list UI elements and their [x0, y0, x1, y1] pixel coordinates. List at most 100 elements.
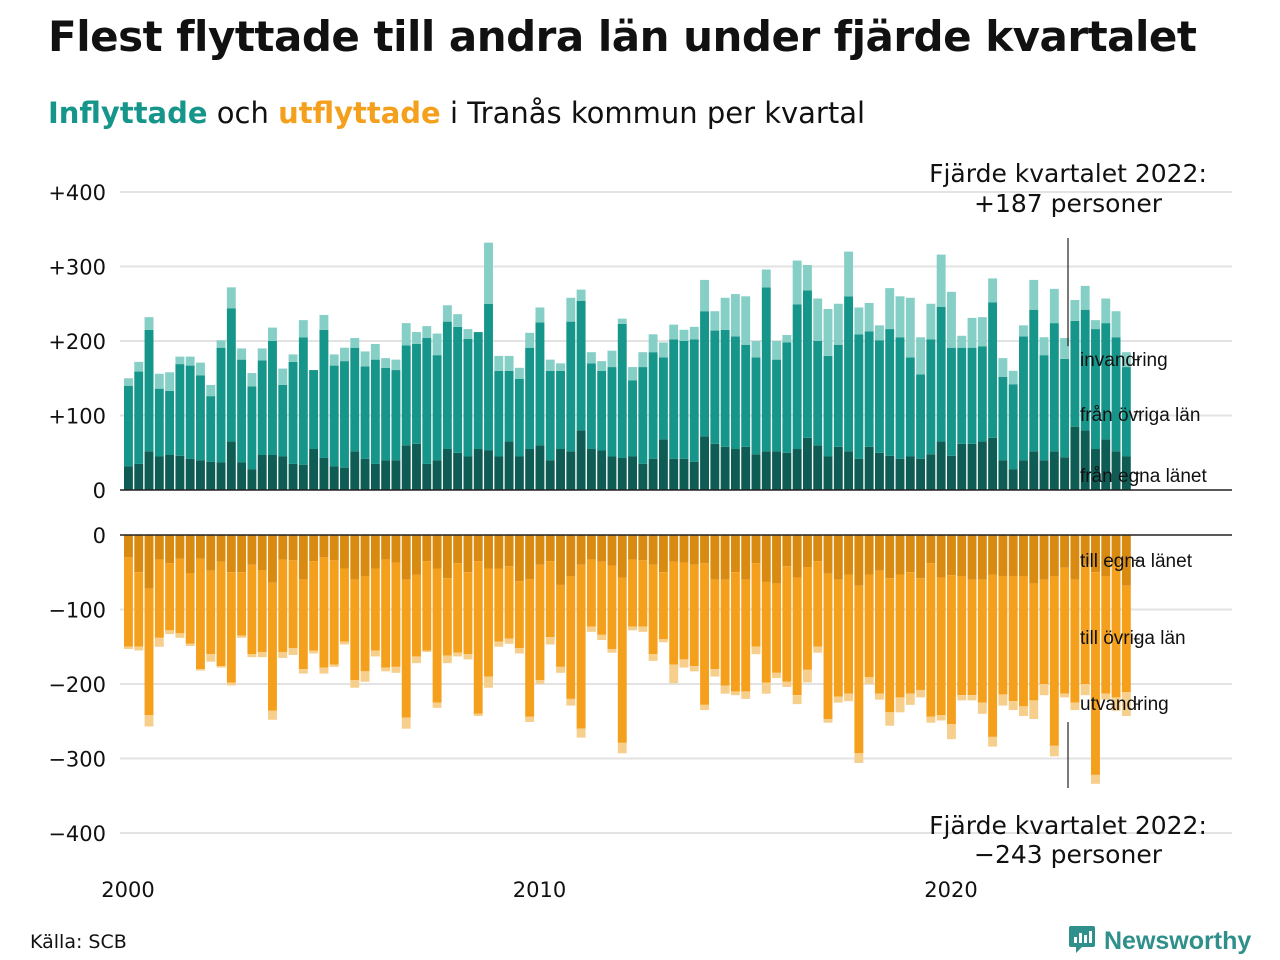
- bar-out-other-counties: [720, 579, 730, 686]
- bar-in-immigration: [556, 363, 565, 371]
- bar-in-immigration: [700, 279, 709, 312]
- bar-out-emigration: [1019, 706, 1028, 717]
- bar-out-emigration: [226, 682, 236, 686]
- bar-out-own-county: [504, 535, 514, 567]
- bar-out-own-county: [1080, 535, 1090, 565]
- bar-in-other-counties: [957, 347, 967, 444]
- bar-in-immigration: [720, 297, 730, 330]
- bar-out-emigration: [720, 685, 730, 694]
- bar-in-other-counties: [874, 340, 884, 453]
- bar-out-own-county: [175, 535, 185, 559]
- bar-in-other-counties: [1049, 323, 1059, 452]
- bar-out-own-county: [689, 535, 699, 565]
- bar-out-emigration: [730, 691, 740, 696]
- bar-out-emigration: [607, 648, 617, 653]
- bar-in-immigration: [535, 307, 545, 323]
- bar-out-other-counties: [988, 574, 998, 737]
- bar-in-own-county: [216, 462, 226, 490]
- bar-out-other-counties: [823, 573, 833, 720]
- bar-out-other-counties: [648, 564, 658, 655]
- bar-in-own-county: [761, 451, 771, 490]
- bar-out-own-county: [813, 535, 823, 562]
- bar-in-own-county: [658, 439, 668, 490]
- bar-in-other-counties: [309, 370, 319, 450]
- bar-in-own-county: [844, 451, 854, 490]
- bar-out-own-county: [144, 535, 154, 589]
- bar-in-immigration: [782, 335, 792, 343]
- bar-in-own-county: [329, 466, 339, 490]
- bar-out-own-county: [988, 535, 998, 575]
- bar-out-other-counties: [782, 566, 792, 682]
- bar-in-immigration: [833, 303, 843, 345]
- bar-out-other-counties: [926, 563, 936, 717]
- bar-out-emigration: [823, 719, 833, 723]
- bar-in-other-counties: [226, 308, 236, 442]
- bar-out-emigration: [576, 728, 586, 738]
- bar-out-other-counties: [864, 574, 874, 678]
- bar-in-own-county: [319, 457, 329, 490]
- bar-out-own-county: [947, 535, 956, 576]
- bar-in-own-county: [833, 446, 843, 490]
- bar-out-emigration: [802, 669, 812, 683]
- x-tick-label: 2000: [101, 878, 154, 902]
- bar-in-own-county: [813, 445, 823, 490]
- bar-out-own-county: [525, 535, 535, 579]
- bar-in-own-county: [864, 446, 874, 490]
- y-tick-label-lower: −100: [48, 599, 106, 623]
- bar-out-other-counties: [802, 567, 812, 670]
- bar-out-emigration: [741, 691, 751, 699]
- bar-out-own-county: [1029, 535, 1039, 584]
- bar-in-immigration: [422, 326, 432, 339]
- bar-in-own-county: [257, 454, 267, 490]
- bar-out-emigration: [751, 646, 761, 655]
- bar-out-own-county: [617, 535, 627, 578]
- bar-out-emigration: [648, 654, 658, 661]
- bar-out-own-county: [586, 535, 596, 560]
- x-tick-label: 2010: [513, 878, 566, 902]
- bar-in-immigration: [391, 359, 401, 371]
- bar-in-own-county: [566, 451, 576, 490]
- bar-in-immigration: [916, 337, 926, 375]
- bar-out-own-county: [916, 535, 926, 579]
- bar-out-other-counties: [813, 561, 823, 647]
- bar-in-own-county: [298, 464, 308, 490]
- bar-in-immigration: [947, 291, 956, 348]
- bar-in-immigration: [874, 325, 884, 341]
- bar-out-other-counties: [401, 579, 411, 718]
- bar-in-immigration: [247, 373, 257, 387]
- bar-out-emigration: [257, 651, 267, 658]
- bar-out-own-county: [216, 535, 226, 562]
- bar-in-other-counties: [1039, 355, 1049, 461]
- bar-out-emigration: [278, 651, 288, 658]
- bar-out-other-counties: [442, 578, 452, 656]
- bar-out-other-counties: [998, 575, 1008, 695]
- bar-out-emigration: [463, 654, 473, 660]
- bar-out-other-counties: [422, 561, 432, 651]
- bar-out-own-county: [319, 535, 329, 558]
- bar-in-other-counties: [175, 364, 185, 456]
- bar-in-other-counties: [165, 390, 175, 455]
- bar-in-own-county: [751, 454, 761, 490]
- bar-in-immigration: [1111, 311, 1121, 338]
- bar-in-other-counties: [967, 347, 977, 444]
- bar-out-other-counties: [185, 573, 195, 644]
- bar-in-own-county: [196, 460, 205, 490]
- bar-in-own-county: [1039, 460, 1049, 490]
- bar-in-own-county: [782, 452, 792, 490]
- bar-out-emigration: [401, 717, 411, 729]
- bar-in-immigration: [329, 354, 339, 366]
- bar-in-own-county: [669, 458, 679, 490]
- bar-out-own-county: [967, 535, 977, 580]
- bar-in-own-county: [926, 454, 936, 490]
- bar-in-immigration: [1039, 337, 1049, 356]
- bar-out-other-counties: [1060, 567, 1070, 694]
- bar-in-other-counties: [679, 341, 689, 459]
- bar-in-other-counties: [782, 342, 792, 453]
- y-tick-label-upper: +100: [48, 405, 106, 429]
- y-tick-label-upper: 0: [93, 479, 106, 503]
- bar-out-emigration: [545, 637, 555, 645]
- bar-out-other-counties: [1049, 575, 1059, 746]
- bar-out-own-county: [1039, 535, 1049, 580]
- bar-in-immigration: [669, 324, 679, 340]
- bar-out-other-counties: [1111, 564, 1121, 698]
